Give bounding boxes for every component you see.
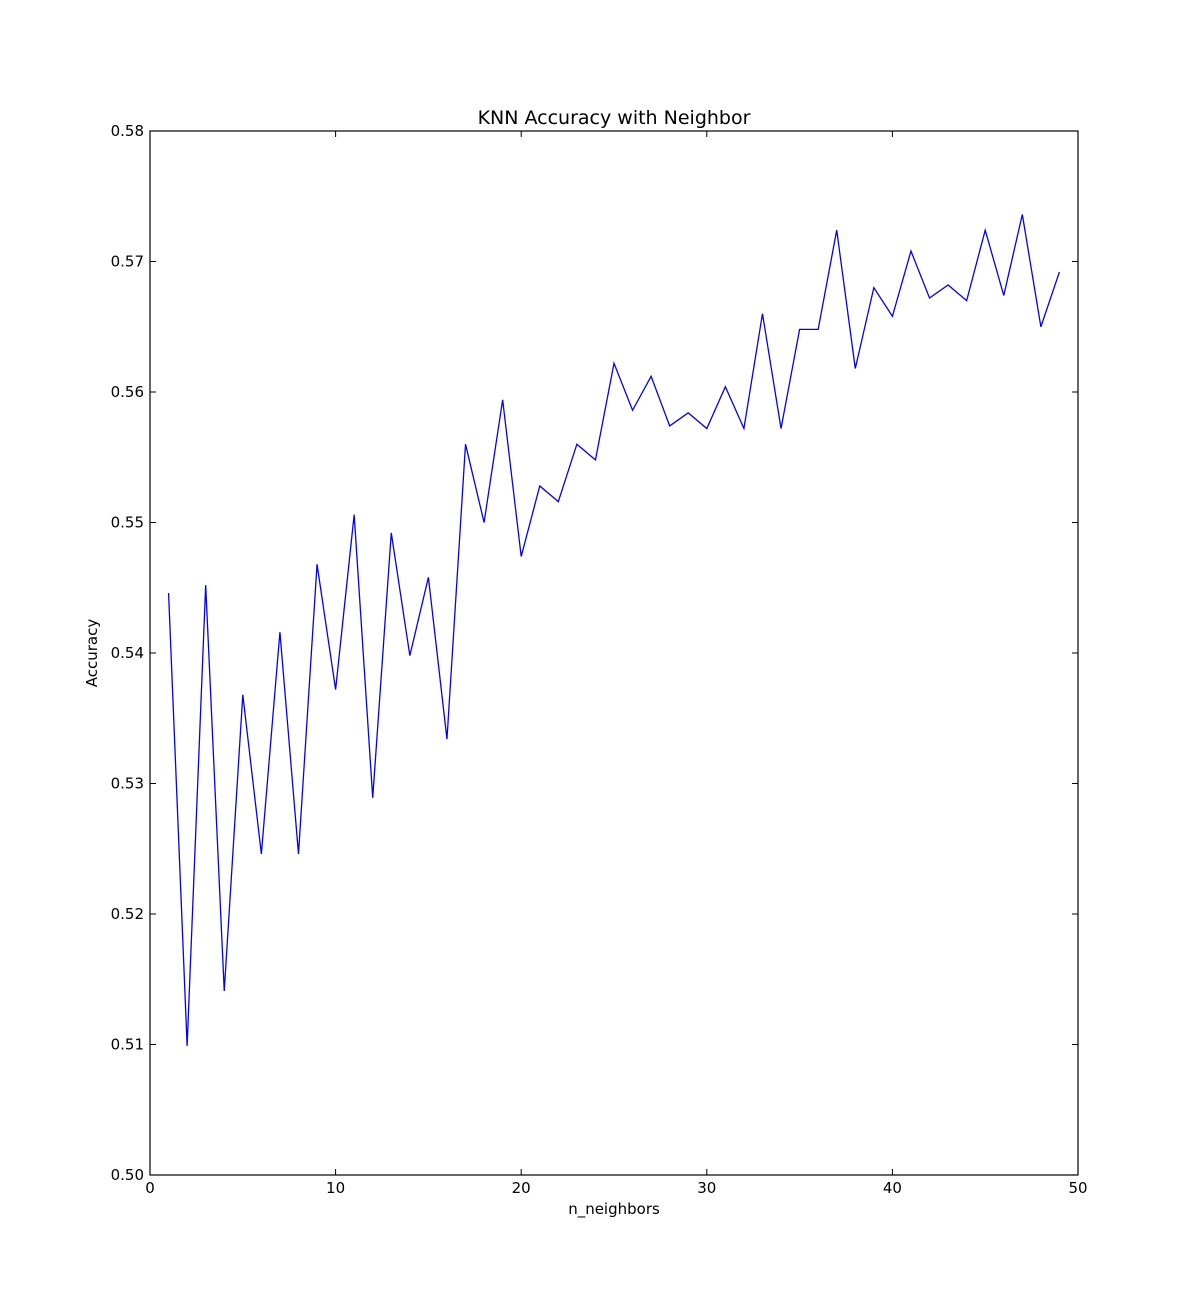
chart-title: KNN Accuracy with Neighbor <box>478 107 751 129</box>
y-tick-label: 0.52 <box>111 905 144 923</box>
series-line <box>167 214 1061 1046</box>
plot-area: 0.50 0.51 0.52 0.53 0.54 0.55 0.56 0.57 0.58 0 10… <box>111 122 1088 1197</box>
y-tick-label: 0.56 <box>111 383 144 401</box>
y-tick-label: 0.53 <box>111 775 144 793</box>
y-tick-label: 0.58 <box>111 122 144 140</box>
x-tick-label: 40 <box>883 1179 902 1197</box>
x-tick-label: 10 <box>326 1179 345 1197</box>
y-tick-label: 0.54 <box>111 644 144 662</box>
x-axis-label: n_neighbors <box>568 1200 660 1219</box>
y-tick-label: 0.57 <box>111 253 144 271</box>
x-tick-label: 0 <box>145 1179 155 1197</box>
y-tick-label: 0.55 <box>111 514 144 532</box>
series-layer <box>167 214 1061 1046</box>
x-tick-label: 50 <box>1068 1179 1087 1197</box>
y-tick-label: 0.50 <box>111 1166 144 1184</box>
y-tick-label: 0.51 <box>111 1036 144 1054</box>
x-tick-label: 20 <box>512 1179 531 1197</box>
x-axis-ticks: 0 10 20 30 40 50 <box>145 131 1088 1197</box>
x-tick-label: 30 <box>697 1179 716 1197</box>
plot-frame <box>149 130 1079 1176</box>
y-axis-ticks: 0.50 0.51 0.52 0.53 0.54 0.55 0.56 0.57 0.58 <box>111 122 1078 1184</box>
y-axis-label: Accuracy <box>83 619 101 688</box>
